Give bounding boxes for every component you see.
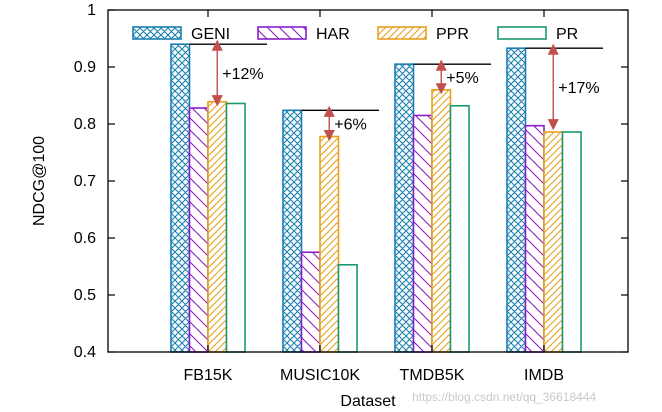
annotation-label-fb15k: +12%: [222, 66, 263, 83]
bar-ppr-fb15k: [207, 100, 228, 353]
bar-har-imdb: [524, 124, 545, 353]
bar-geni-tmdb5k: [394, 63, 415, 353]
bar-pr-tmdb5k: [449, 104, 470, 353]
legend-swatch-pr: [497, 26, 547, 40]
bar-ppr-music10k: [319, 135, 340, 353]
bars-layer: [170, 43, 582, 353]
y-tick-label: 1: [87, 2, 96, 19]
bar-ppr-imdb: [543, 131, 564, 353]
bar-geni-imdb: [506, 47, 527, 353]
x-tick-label: IMDB: [524, 367, 564, 384]
annotations-layer: +12% +6% +5% +17%: [189, 39, 603, 142]
y-axis: 0.4 0.5 0.6 0.7 0.8 0.9 1: [74, 2, 628, 361]
x-tick-label: FB15K: [184, 367, 233, 384]
legend-label-geni: GENI: [191, 26, 230, 43]
x-tick-label: TMDB5K: [400, 367, 465, 384]
legend-label-har: HAR: [316, 26, 350, 43]
annotation-label-music10k: +6%: [334, 116, 366, 133]
legend-swatch-ppr: [377, 26, 427, 40]
legend-swatch-har: [257, 26, 307, 40]
annotation-label-tmdb5k: +5%: [446, 70, 478, 87]
legend: GENI HAR PPR PR: [132, 26, 578, 43]
bar-geni-music10k: [282, 109, 303, 353]
bar-geni-fb15k: [170, 43, 191, 353]
bar-pr-fb15k: [225, 102, 246, 353]
bar-pr-music10k: [337, 263, 358, 353]
y-tick-label: 0.6: [74, 230, 96, 247]
watermark: https://blog.csdn.net/qq_36618444: [412, 390, 596, 404]
y-tick-label: 0.7: [74, 173, 96, 190]
y-tick-label: 0.8: [74, 116, 96, 133]
bar-har-fb15k: [188, 107, 209, 353]
legend-label-pr: PR: [556, 26, 578, 43]
bar-pr-imdb: [561, 131, 582, 353]
bar-har-music10k: [300, 251, 321, 353]
x-axis: FB15K MUSIC10K TMDB5K IMDB: [184, 10, 564, 384]
y-tick-label: 0.4: [74, 344, 96, 361]
bar-har-tmdb5k: [412, 114, 433, 353]
x-tick-label: MUSIC10K: [280, 367, 360, 384]
x-axis-title: Dataset: [340, 393, 396, 410]
bar-ppr-tmdb5k: [431, 89, 452, 353]
y-tick-label: 0.5: [74, 287, 96, 304]
annotation-label-imdb: +17%: [558, 80, 599, 97]
y-axis-title: NDCG@100: [31, 136, 48, 226]
legend-swatch-geni: [132, 26, 182, 40]
y-tick-label: 0.9: [74, 59, 96, 76]
legend-label-ppr: PPR: [436, 26, 469, 43]
